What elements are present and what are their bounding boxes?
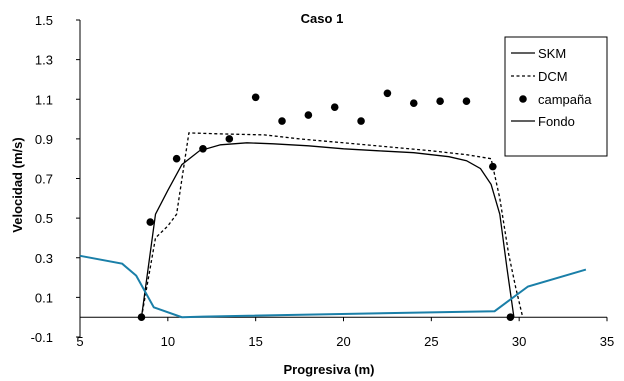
legend-skm-label: SKM <box>538 46 566 61</box>
y-tick-label: 0.7 <box>35 172 53 187</box>
x-tick-label: 25 <box>424 334 438 349</box>
legend-fondo-label: Fondo <box>538 114 575 129</box>
x-axis-title: Progresiva (m) <box>283 362 374 377</box>
x-tick-label: 30 <box>512 334 526 349</box>
series-campa-a-point <box>436 97 444 106</box>
x-tick-label: 35 <box>600 334 614 349</box>
series-campa-a-point <box>137 313 146 321</box>
series-campa-a-point <box>357 117 365 125</box>
x-tick-label: 15 <box>248 334 262 349</box>
series-campa-a-point <box>278 117 286 125</box>
series-campa-a-point <box>489 162 497 171</box>
legend-campa-a-marker <box>519 95 527 103</box>
series-campa-a-point <box>146 218 155 226</box>
series-campa-a-point <box>462 97 471 106</box>
y-axis-title: Velocidad (m/s) <box>10 137 25 232</box>
legend-dcm-label: DCM <box>538 69 568 84</box>
series-dcm-line <box>140 132 524 318</box>
x-tick-label: 20 <box>336 334 350 349</box>
series-campa-a-point <box>409 99 418 108</box>
y-tick-label: 0.1 <box>35 290 53 305</box>
series-campa-a-point <box>251 93 260 102</box>
y-tick-label: 0.9 <box>35 132 53 147</box>
y-tick-label: 1.1 <box>35 92 53 107</box>
series-campa-a-point <box>506 313 515 321</box>
legend: SKM DCM campaña Fondo <box>504 36 608 157</box>
y-tick-label: -0.1 <box>31 330 53 345</box>
series-fondo-line <box>79 254 587 319</box>
chart-title: Caso 1 <box>301 11 344 26</box>
series-campa-a-point <box>172 154 181 163</box>
y-tick-label: 0.3 <box>35 251 53 266</box>
legend-campa-a-label: campaña <box>538 92 592 107</box>
x-tick-label: 5 <box>76 334 83 349</box>
series-campa-a-point <box>199 144 207 153</box>
series-campa-a-point <box>330 103 339 111</box>
series-skm-line <box>140 142 515 318</box>
y-tick-label: 1.3 <box>35 53 53 68</box>
series-campa-a-point <box>225 135 234 143</box>
series-campa-a-point <box>383 89 392 98</box>
y-tick-label: 0.5 <box>35 211 53 226</box>
x-tick-label: 10 <box>161 334 175 349</box>
y-tick-label: 1.5 <box>35 13 53 28</box>
series-campa-a-point <box>304 111 313 119</box>
